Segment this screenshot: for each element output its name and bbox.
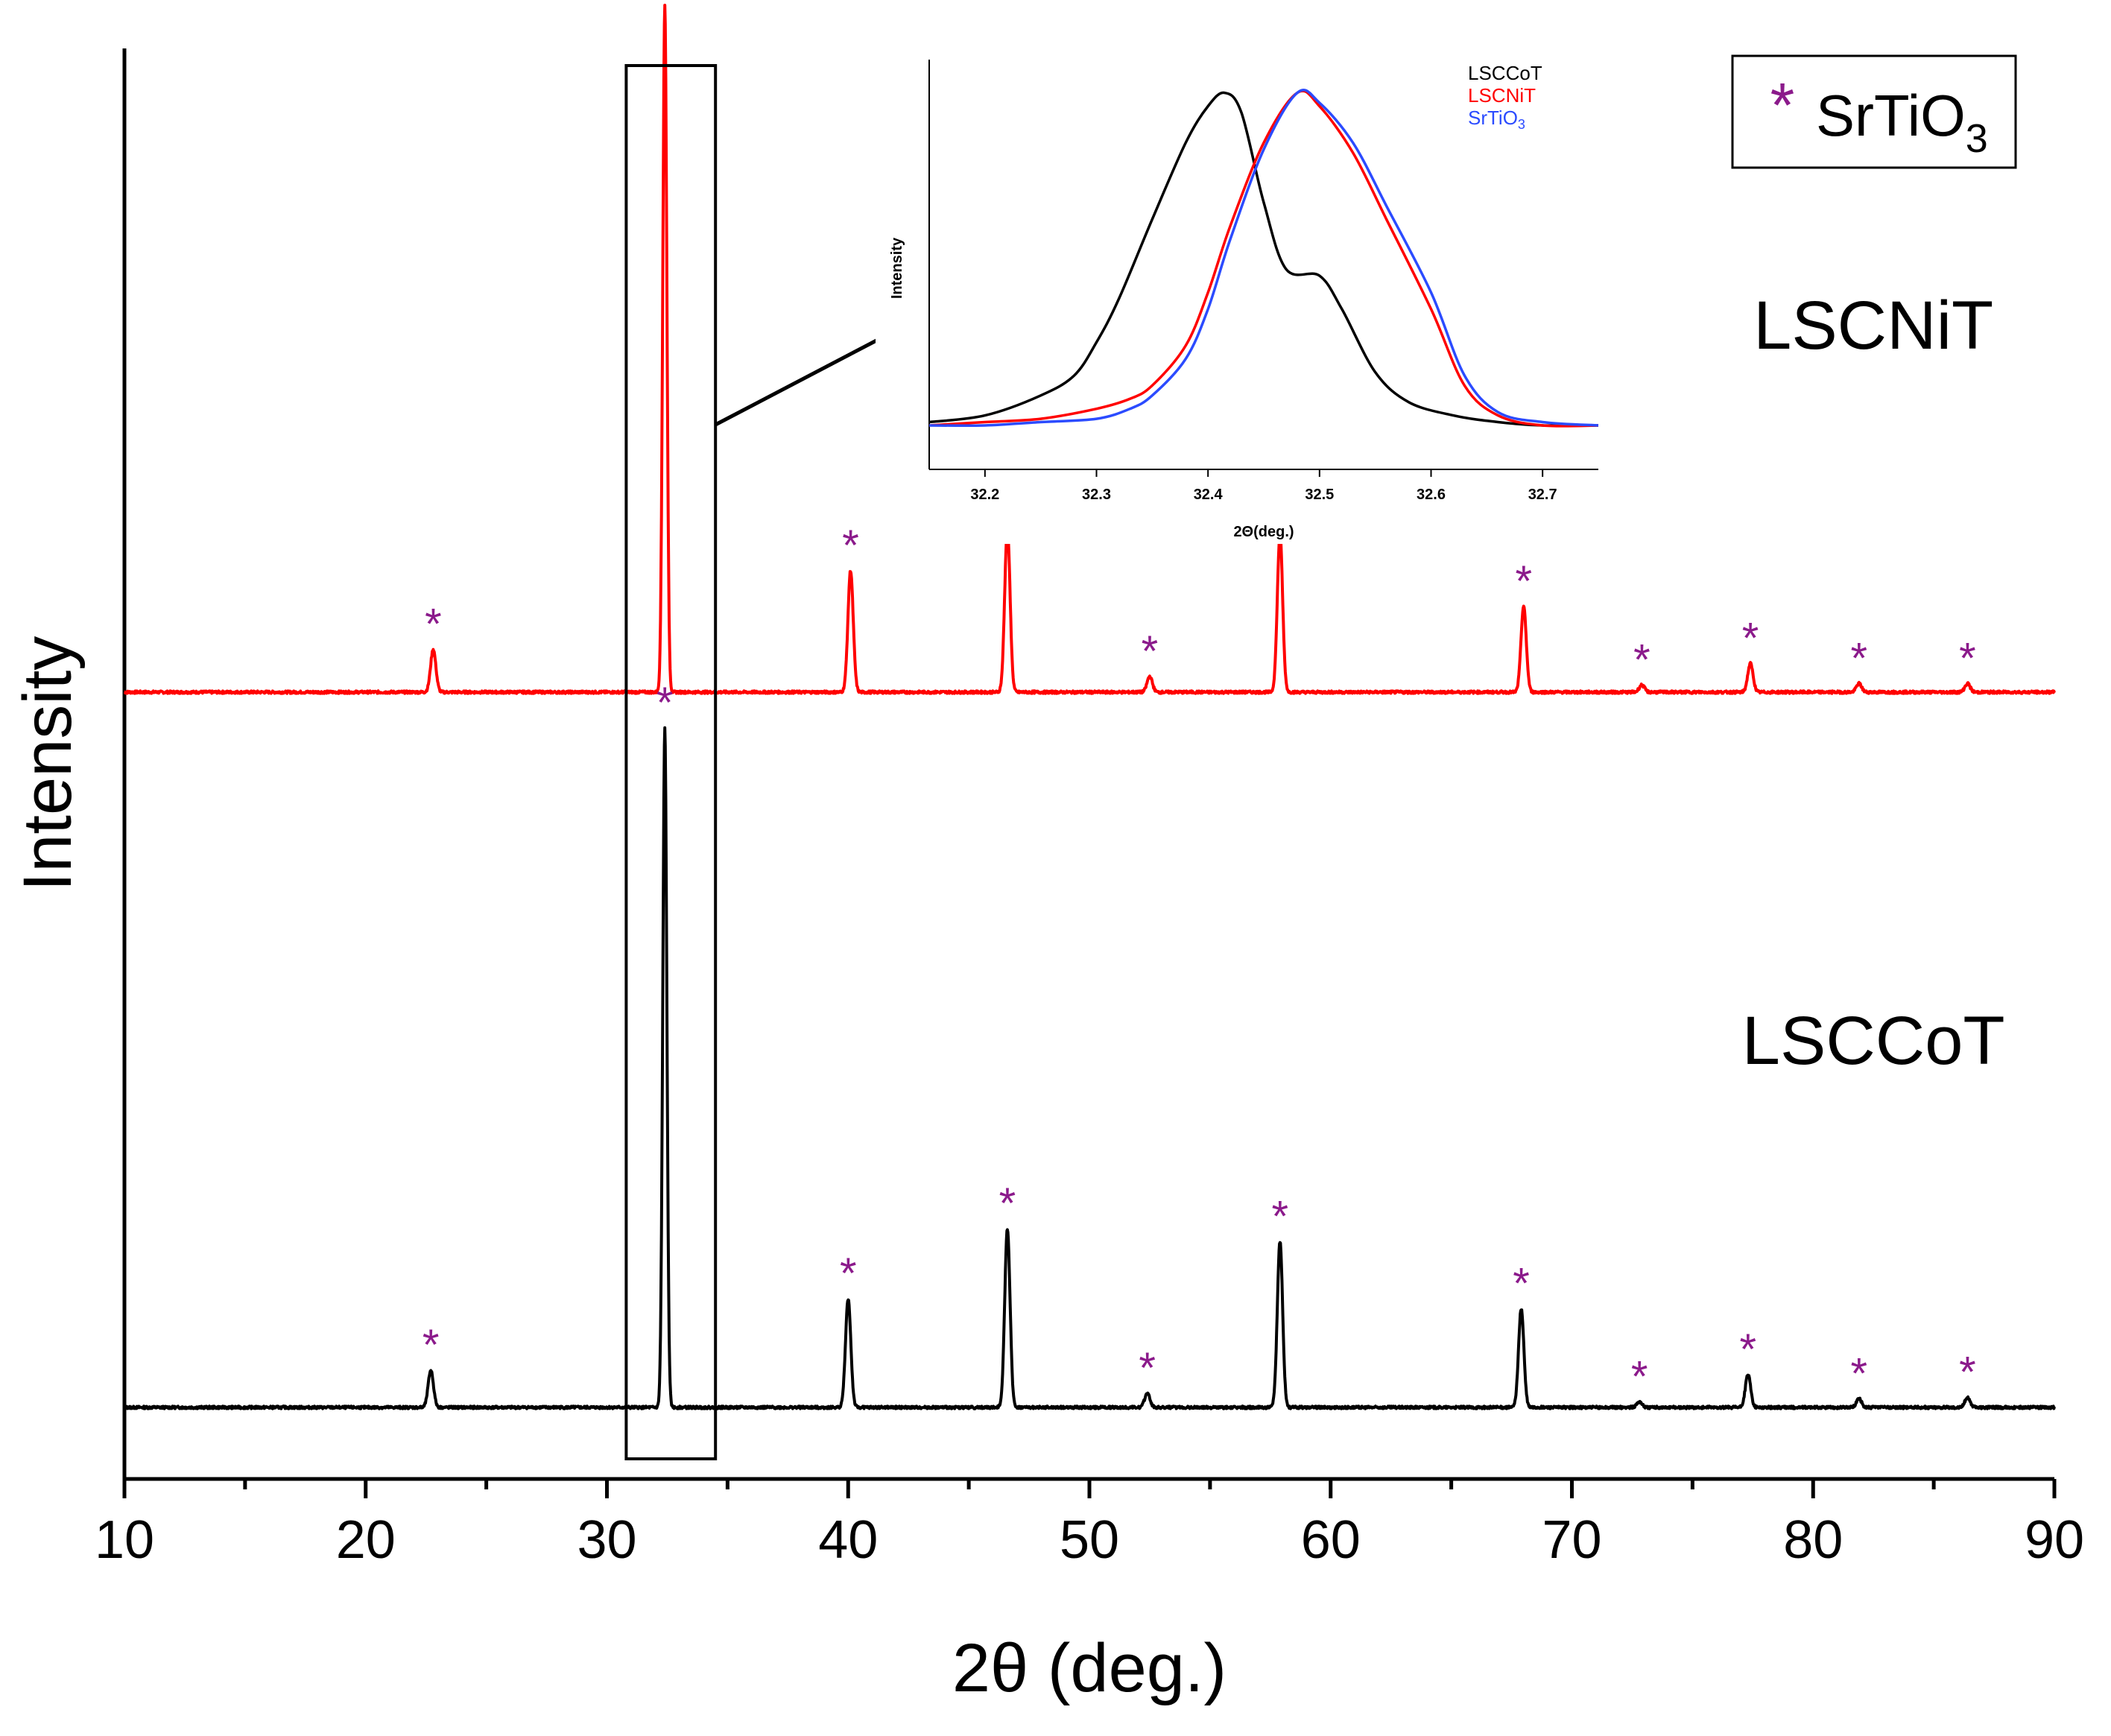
inset-legend-entry-lsccot: LSCCoT	[1468, 62, 1542, 84]
peak-star-marker: *	[1271, 1192, 1288, 1241]
peak-star-marker: *	[1850, 1349, 1867, 1398]
series-line-lsccot	[123, 726, 2056, 1410]
x-tick-label: 20	[336, 1510, 396, 1570]
legend-box	[1731, 54, 2017, 169]
peak-star-marker: *	[1959, 634, 1976, 682]
peak-star-marker: *	[1740, 1325, 1757, 1374]
x-tick-label: 80	[1783, 1510, 1843, 1570]
inset-connector-line	[715, 337, 881, 427]
peak-star-marker: *	[656, 679, 674, 727]
x-tick-label: 30	[577, 1510, 636, 1570]
x-tick-label: 40	[818, 1510, 878, 1570]
inset-x-tick-label: 32.2	[970, 487, 999, 503]
y-axis-label: Intensity	[10, 636, 86, 892]
inset-x-axis-label: 2Θ(deg.)	[1233, 524, 1294, 540]
x-axis-label: 2θ (deg.)	[952, 1630, 1227, 1706]
x-tick-label: 70	[1542, 1510, 1601, 1570]
x-axis-tick-labels: 10 20 30 40 50 60 70 80 90	[95, 1510, 2084, 1570]
legend-star-marker: *	[1770, 70, 1795, 140]
peak-star-marker: *	[1139, 1344, 1156, 1393]
x-tick-label: 50	[1060, 1510, 1119, 1570]
inset-x-tick-label: 32.7	[1528, 487, 1557, 503]
x-axis-ticks	[122, 1479, 2057, 1498]
inset-chart: 32.2 32.3 32.4 32.5 32.6 32.7 2Θ(deg.) Intens…	[876, 45, 1624, 544]
inset-y-axis-label: Intensity	[889, 237, 905, 299]
peak-star-marker: *	[1850, 634, 1867, 682]
peak-star-marker: *	[842, 522, 859, 570]
peak-star-marker: *	[840, 1249, 857, 1298]
series-label-lsccot: LSCCoT	[1742, 1003, 2005, 1079]
inset-x-tick-label: 32.5	[1305, 487, 1334, 503]
x-tick-label: 90	[2025, 1510, 2084, 1570]
inset-series-line-srtio3	[928, 89, 1599, 428]
inset-series-line-lsccot	[928, 91, 1599, 428]
inset-x-tick-label: 32.6	[1417, 487, 1446, 503]
inset-x-tick-label: 32.4	[1194, 487, 1224, 503]
inset-background	[876, 45, 1624, 544]
series-line-lscnit	[123, 4, 2056, 695]
x-tick-label: 10	[95, 1510, 154, 1570]
peak-star-marker: *	[422, 1321, 440, 1369]
peak-star-marker: *	[1959, 1349, 1976, 1397]
peak-star-marker: *	[1142, 627, 1159, 676]
inset-x-tick-label: 32.3	[1082, 487, 1111, 503]
x-tick-label: 60	[1301, 1510, 1361, 1570]
peak-star-marker: *	[656, 0, 674, 4]
peak-star-marker: *	[1515, 557, 1532, 606]
peak-star-marker: *	[1633, 636, 1650, 684]
highlight-box	[624, 64, 718, 1460]
peak-star-marker: *	[425, 600, 442, 648]
peak-star-marker: *	[1513, 1260, 1530, 1308]
inset-x-axis-ticks	[984, 469, 1544, 477]
inset-x-axis-tick-labels: 32.2 32.3 32.4 32.5 32.6 32.7	[970, 487, 1557, 503]
peak-star-marker: *	[999, 1179, 1016, 1228]
series-label-lscnit: LSCNiT	[1753, 288, 1993, 364]
inset-series-line-lscnit	[928, 89, 1599, 428]
peak-markers-lsccot: * * * * * * * * * * *	[422, 679, 1976, 1401]
inset-legend-entry-lscnit: LSCNiT	[1468, 84, 1536, 107]
inset-legend-entry-srtio3: SrTiO3	[1468, 107, 1525, 132]
legend-label-srtio3: SrTiO3	[1816, 83, 1988, 161]
peak-star-marker: *	[1631, 1352, 1648, 1401]
peak-star-marker: *	[1742, 615, 1759, 663]
